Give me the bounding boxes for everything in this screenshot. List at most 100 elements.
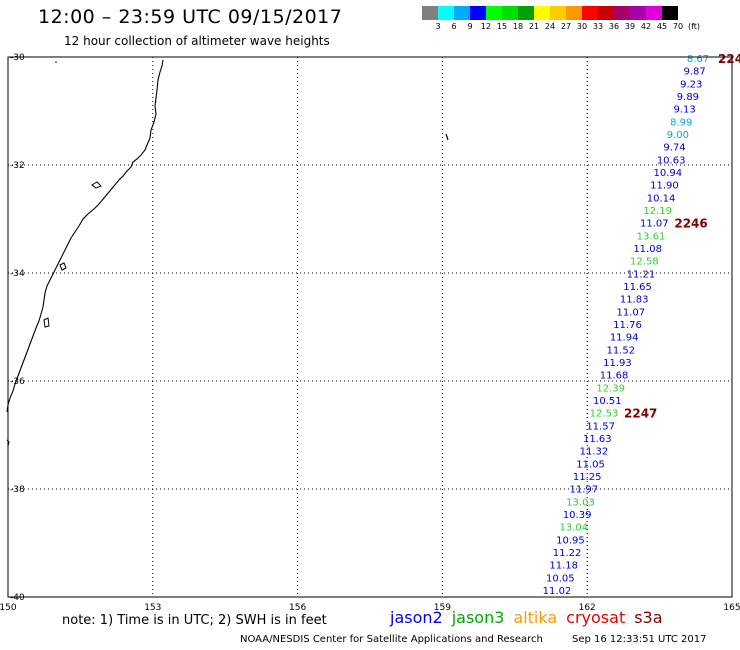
lon-tick-label: 162: [579, 603, 596, 613]
wave-height-label: 12.53: [590, 409, 619, 420]
axis-ticks: 150 153 156 159 162 165 -30 -32 -34 -36 -38 -40: [0, 53, 740, 613]
wave-height-label: 11.57: [586, 421, 615, 432]
colorbar-swatch: [566, 6, 582, 20]
colorbar-swatch: [438, 6, 454, 20]
colorbar-label: 6: [451, 22, 457, 31]
colorbar-swatch: [518, 6, 534, 20]
island-mark: [445, 133, 449, 141]
generation-timestamp: Sep 16 12:33:51 UTC 2017: [572, 634, 707, 645]
colorbar-swatch: [598, 6, 614, 20]
colorbar-label: 21: [528, 22, 540, 31]
wave-height-label: 11.25: [573, 472, 602, 483]
lat-tick-label: -30: [10, 53, 25, 63]
wave-height-label: 9.23: [680, 79, 702, 90]
footer-note: note: 1) Time is in UTC; 2) SWH is in fe…: [62, 613, 327, 628]
colorbar-label: 24: [544, 22, 556, 31]
wave-height-label: 12.58: [630, 257, 659, 268]
colorbar-label: 15: [496, 22, 508, 31]
colorbar-swatch: [550, 6, 566, 20]
wave-height-label: 10.05: [546, 573, 575, 584]
lat-tick-label: -40: [10, 593, 25, 603]
wave-height-label: 9.13: [673, 105, 695, 116]
wave-height-label: 11.18: [549, 561, 578, 572]
colorbar-label: (ft): [687, 22, 701, 31]
wave-height-label: 10.39: [563, 510, 592, 521]
wave-height-label: 13.04: [559, 523, 588, 534]
wave-height-label: 9.87: [684, 67, 706, 78]
map-frame: [7, 56, 733, 598]
colorbar-swatch: [486, 6, 502, 20]
legend-s3a: s3a: [634, 608, 663, 627]
wave-height-label: 8.99: [670, 117, 692, 128]
colorbar-swatch: [502, 6, 518, 20]
colorbar-swatch: [582, 6, 598, 20]
wave-height-label: 11.32: [580, 447, 609, 458]
colorbar-swatch: [630, 6, 646, 20]
colorbar-swatch: [422, 6, 438, 20]
colorbar-label: 30: [576, 22, 588, 31]
wave-height-label: 11.76: [613, 320, 642, 331]
coastline-islet: [43, 317, 50, 328]
wave-height-label: 10.51: [593, 396, 622, 407]
wave-height-label: 11.93: [603, 358, 632, 369]
colorbar-label: 36: [608, 22, 620, 31]
wave-height-label: 10.95: [556, 535, 585, 546]
map-title: 12:00 – 23:59 UTC 09/15/2017: [38, 6, 343, 28]
colorbar-label: 12: [480, 22, 492, 31]
pass-time-label: 2247: [624, 407, 657, 421]
coastline-islet: [59, 262, 67, 271]
wave-height-label: 11.97: [570, 485, 599, 496]
wave-height-label: 11.94: [610, 333, 639, 344]
wave-height-label: 11.68: [600, 371, 629, 382]
credit-line: NOAA/NESDIS Center for Satellite Applica…: [240, 634, 543, 645]
lon-tick-label: 150: [0, 603, 17, 613]
map-grid: [8, 57, 732, 597]
wave-height-colorbar: [422, 6, 678, 20]
colorbar-label: 18: [512, 22, 524, 31]
wave-height-label: 11.05: [576, 459, 605, 470]
wave-height-label: 11.90: [650, 181, 679, 192]
legend-jason3: jason3: [451, 608, 505, 627]
lat-tick-label: -38: [10, 485, 25, 495]
satellite-legend: jason2 jason3 altika cryosat s3a: [390, 608, 672, 627]
lat-tick-label: -34: [10, 269, 25, 279]
wave-height-label: 11.07: [617, 307, 646, 318]
wave-height-label: 11.21: [627, 269, 656, 280]
legend-cryosat: cryosat: [566, 608, 626, 627]
colorbar-label: 27: [560, 22, 572, 31]
colorbar-swatch: [646, 6, 662, 20]
wave-height-label: 10.14: [647, 193, 676, 204]
colorbar-label: 3: [435, 22, 441, 31]
legend-altika: altika: [513, 608, 558, 627]
wave-height-label: 13.03: [566, 497, 595, 508]
wave-height-label: 9.89: [677, 92, 699, 103]
wave-height-label: 11.07: [640, 219, 669, 230]
wave-height-label: 11.22: [553, 548, 582, 559]
colorbar-label: 45: [656, 22, 668, 31]
wave-height-label: 12.39: [596, 383, 625, 394]
colorbar-swatch: [454, 6, 470, 20]
pass-time-label: 2245: [718, 52, 740, 66]
wave-height-label: 11.02: [543, 586, 572, 597]
colorbar-label: 70: [672, 22, 684, 31]
wave-height-label: 9.00: [667, 130, 689, 141]
colorbar-swatch: [534, 6, 550, 20]
wave-height-label: 10.63: [657, 155, 686, 166]
lon-tick-label: 153: [144, 603, 161, 613]
wave-height-label: 10.94: [653, 168, 682, 179]
map-dot: [55, 61, 57, 63]
wave-height-label: 11.63: [583, 434, 612, 445]
lon-tick-label: 159: [434, 603, 451, 613]
wave-height-label: 13.61: [637, 231, 666, 242]
colorbar-label: 39: [624, 22, 636, 31]
wave-height-label: 11.52: [606, 345, 635, 356]
wave-height-label: 11.65: [623, 282, 652, 293]
lon-tick-label: 156: [289, 603, 306, 613]
coastline: [6, 59, 164, 413]
coastline-islet: [91, 181, 102, 189]
lat-tick-label: -32: [10, 161, 25, 171]
wave-height-label: 11.08: [633, 244, 662, 255]
lon-tick-label: 165: [723, 603, 740, 613]
